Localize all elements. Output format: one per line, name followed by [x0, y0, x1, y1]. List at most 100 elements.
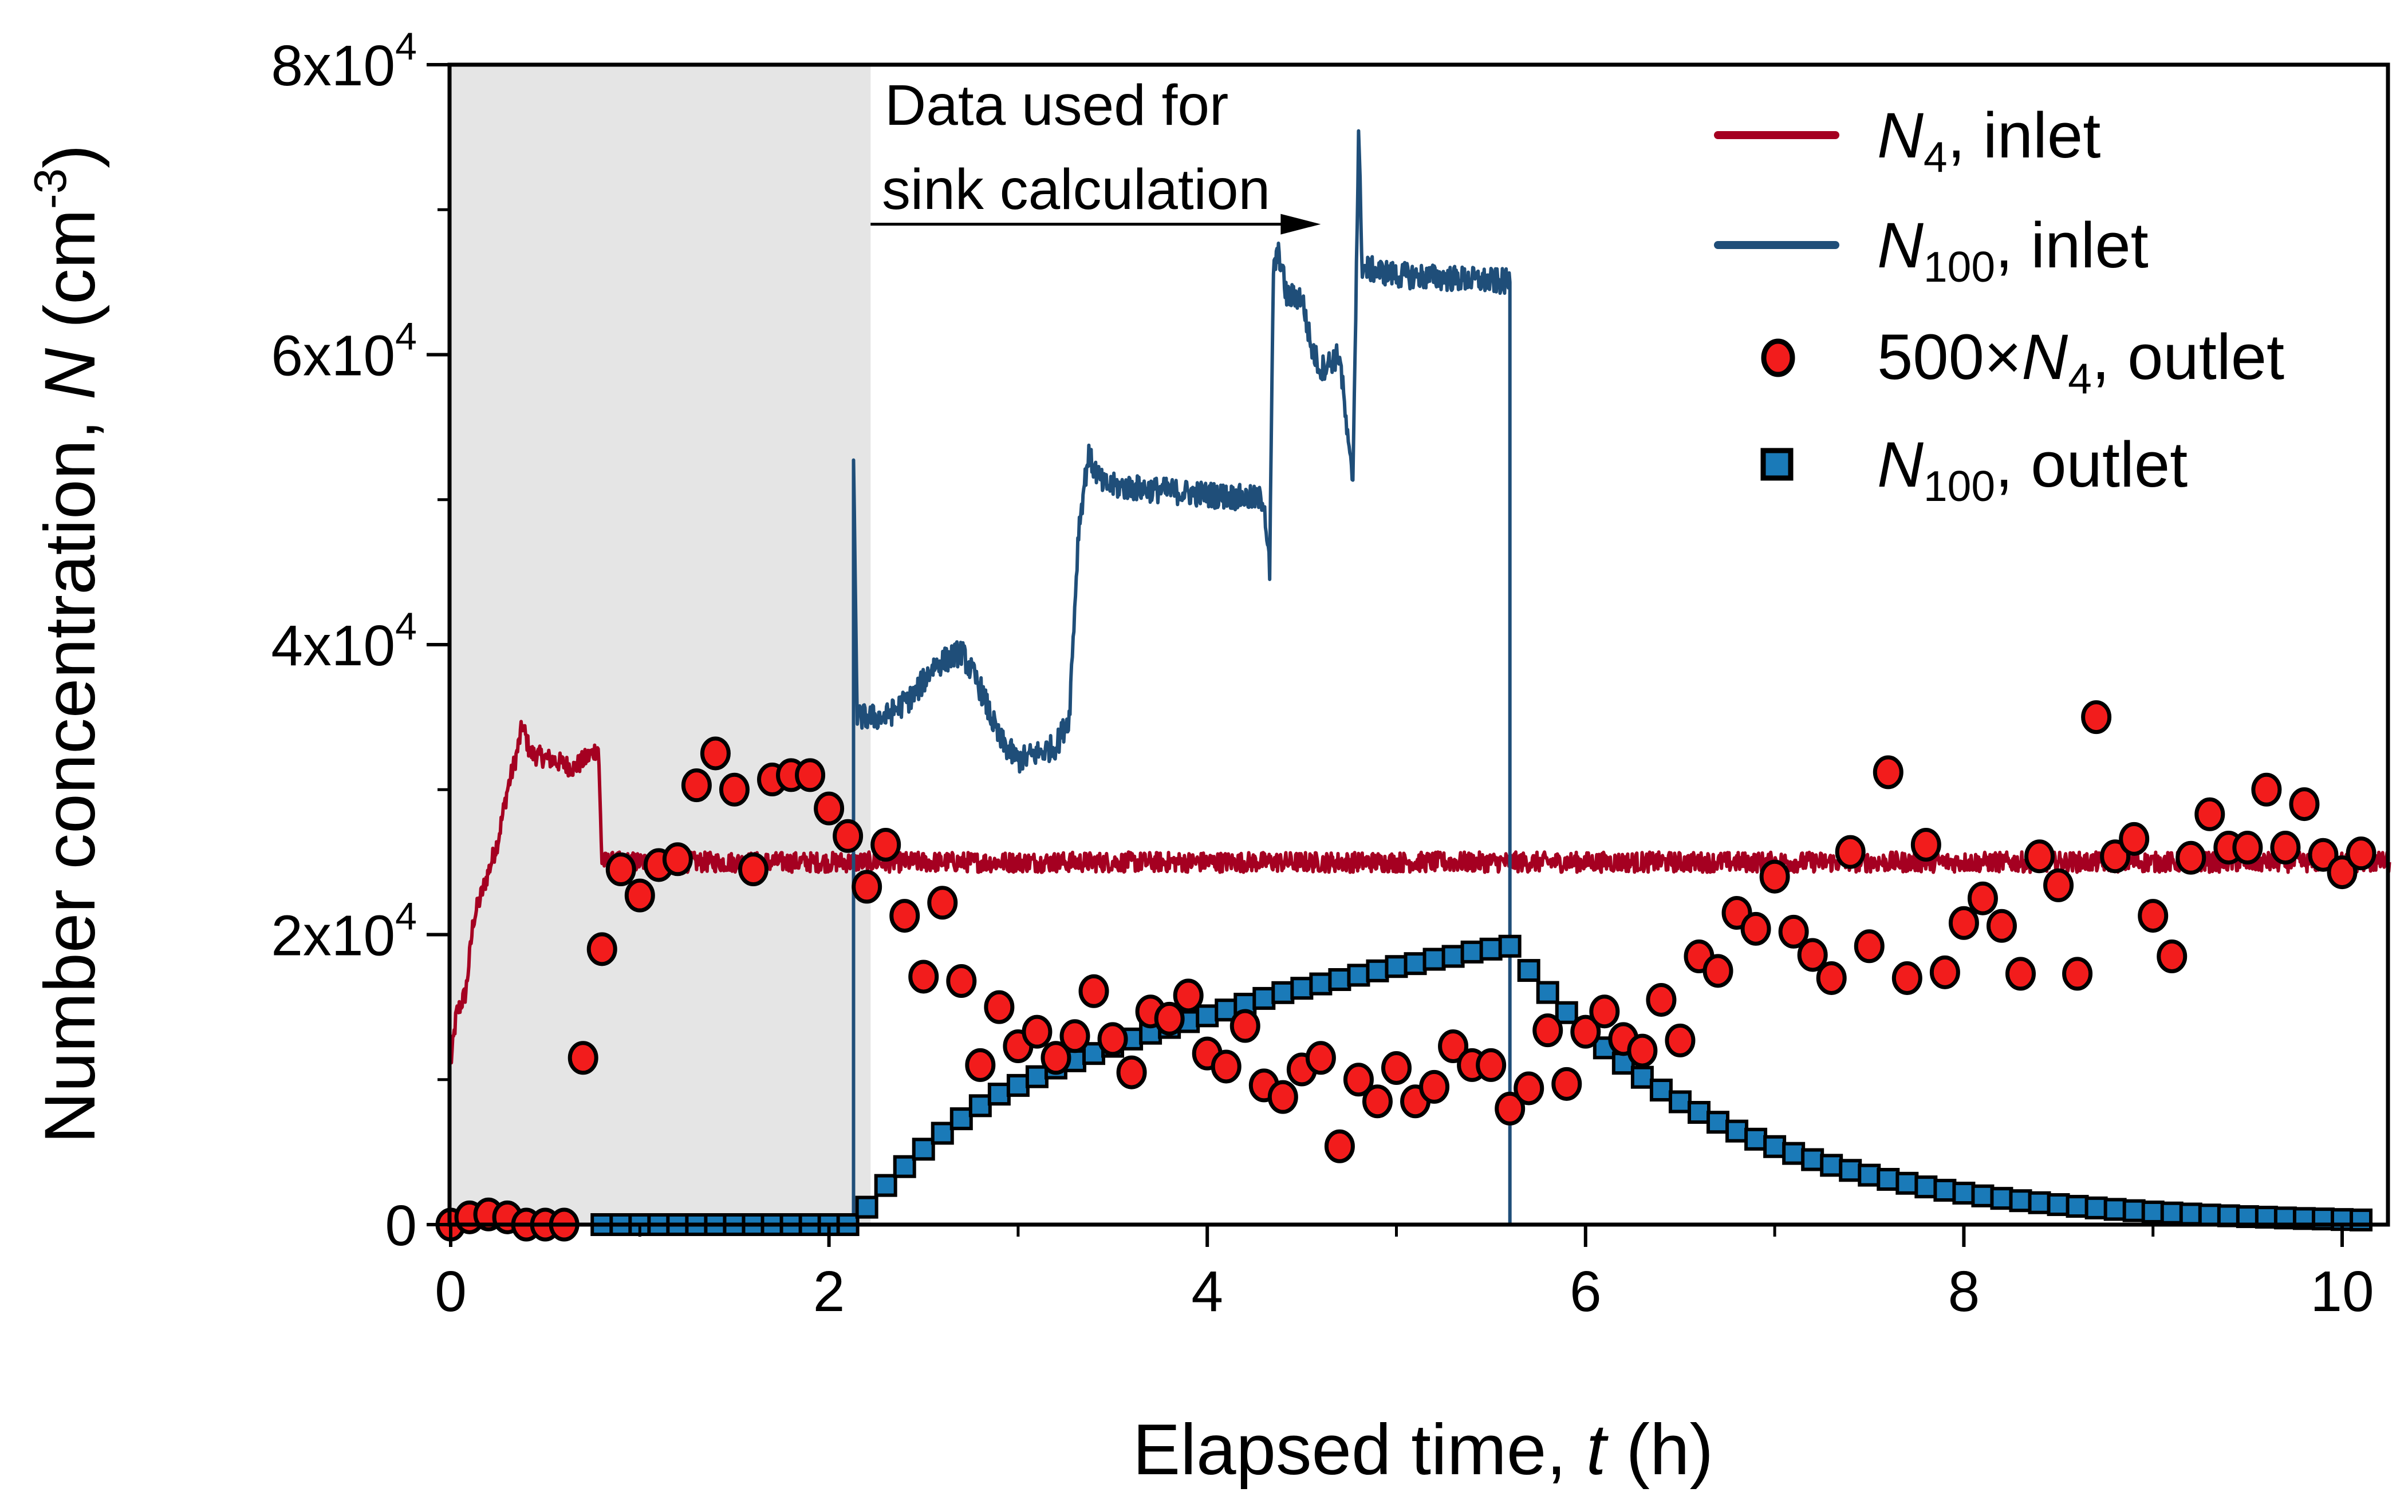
outlet-n100-point [1290, 977, 1314, 1000]
outlet-n4-point [965, 1048, 996, 1082]
outlet-n4-point [1438, 1029, 1469, 1064]
arrow-head-icon [1280, 214, 1321, 235]
outlet-n4-point [1078, 974, 1109, 1008]
outlet-n4-point [1797, 938, 1828, 972]
outlet-n100-point [1271, 981, 1295, 1004]
outlet-n4-point [1929, 955, 1960, 989]
x-tick-label: 6 [1570, 1260, 1602, 1324]
outlet-n4-point [1778, 914, 1809, 949]
outlet-n100-point [1877, 1167, 1900, 1191]
outlet-n100-point [2350, 1208, 2373, 1231]
inlet-lines [449, 129, 2391, 1225]
outlet-n4-point [1910, 827, 1941, 862]
outlet-n4-point [1570, 1014, 1601, 1049]
outlet-n4-point [795, 758, 826, 792]
outlet-n100-point [1422, 948, 1446, 971]
outlet-n4-point [1059, 1019, 1090, 1053]
outlet-n4-point [1646, 982, 1677, 1017]
outlet-n4-point [1551, 1067, 1582, 1101]
outlet-n100-point [1952, 1182, 1976, 1205]
outlet-n100-point [2009, 1189, 2032, 1213]
outlet-n100-point [1725, 1119, 1749, 1143]
outlet-n4-point [1627, 1033, 1658, 1068]
outlet-n4-point [1324, 1129, 1355, 1163]
outlet-n4-point [852, 870, 882, 904]
outlet-n100-point [1839, 1159, 1862, 1182]
outlet-n100-point [1763, 1135, 1787, 1158]
outlet-n100-point [987, 1083, 1011, 1106]
outlet-n4-point [2289, 787, 2320, 822]
outlet-n4-point [927, 886, 958, 920]
outlet-n4-point [946, 964, 977, 998]
outlet-n4-point [681, 768, 712, 803]
outlet-n4-point [1835, 835, 1866, 869]
x-tick-label: 8 [1948, 1260, 1980, 1324]
outlet-n100-point [2066, 1195, 2089, 1218]
axis-ticks: 0 2 4 6 8 10 0 2x104 4x104 6x104 8x104 [271, 25, 2374, 1324]
outlet-n4-point [1211, 1049, 1242, 1084]
outlet-n4-point [1476, 1048, 1507, 1082]
outlet-n4-point [1514, 1071, 1544, 1106]
outlet-n4-point [662, 842, 693, 877]
outlet-n4-point [2251, 772, 2282, 807]
outlet-n4-point [2270, 831, 2301, 865]
y-axis-label: Number concentration, N (cm-3) [25, 144, 110, 1143]
outlet-n4-point [605, 852, 636, 887]
legend-label-n100-inlet: N100, inlet [1877, 210, 2149, 291]
outlet-n4-point [889, 899, 920, 933]
outlet-n4-point [1589, 994, 1620, 1029]
outlet-n100-point [1347, 964, 1370, 987]
outlet-n100-point [2084, 1196, 2108, 1219]
outlet-n4-point [1022, 1014, 1053, 1049]
legend-label-n100-outlet: N100, outlet [1877, 429, 2188, 510]
outlet-n4-point [2194, 797, 2225, 831]
outlet-n100-point [1252, 986, 1276, 1010]
outlet-n4-point [1305, 1041, 1336, 1075]
outlet-n4-point [2176, 840, 2206, 875]
y-tick-label: 8x104 [271, 25, 417, 98]
outlet-n4-point [1229, 1009, 1260, 1043]
outlet-n100-point [968, 1094, 992, 1118]
outlet-n4-point [2005, 957, 2036, 991]
outlet-n4-point [1116, 1055, 1147, 1089]
outlet-n100-point [1687, 1100, 1711, 1124]
outlet-n4-point [719, 772, 750, 807]
outlet-n4-point [1343, 1063, 1374, 1097]
shaded-region [451, 65, 871, 1225]
outlet-n100-point [2103, 1198, 2127, 1221]
outlet-n4-point [1854, 929, 1885, 964]
outlet-n4-point [2138, 899, 2169, 933]
outlet-n4-point [1419, 1069, 1450, 1104]
outlet-n100-point [874, 1174, 897, 1197]
outlet-n4-point [1665, 1023, 1696, 1057]
outlet-n4-point [2308, 838, 2339, 872]
outlet-n4-point [984, 990, 1015, 1024]
outlet-n4-point [2157, 939, 2188, 973]
outlet-n100-point [1971, 1184, 1995, 1207]
outlet-n100-point [1914, 1175, 1938, 1199]
outlet-n100-point [1404, 952, 1427, 976]
legend-label-n4-inlet: N4, inlet [1877, 100, 2100, 181]
annotation: Data used for sink calculation [870, 73, 1321, 235]
outlet-n4-point [833, 819, 864, 853]
outlet-n100-point [1309, 972, 1333, 996]
x-tick-label: 0 [435, 1260, 467, 1324]
outlet-n4-point [586, 932, 617, 966]
outlet-n4-point [1097, 1022, 1128, 1056]
outlet-n4-point [1041, 1041, 1071, 1075]
outlet-n4-point [1362, 1084, 1393, 1119]
x-tick-label: 10 [2310, 1260, 2374, 1324]
outlet-n4-point [1702, 954, 1733, 988]
outlet-n4-point [1532, 1013, 1563, 1048]
outlet-n4-point [870, 827, 901, 862]
legend: N4, inlet N100, inlet 500×N4, outlet N10… [1714, 100, 2284, 510]
outlet-n4-point [2024, 839, 2055, 874]
legend-circle-icon [1761, 338, 1795, 377]
outlet-n4-point [738, 852, 768, 887]
outlet-n4-point [700, 736, 731, 771]
outlet-n4-point [1740, 911, 1771, 946]
outlet-n100-point [2141, 1200, 2165, 1223]
outlet-n4-point [1816, 961, 1847, 995]
outlet-n100-point [2122, 1199, 2146, 1222]
